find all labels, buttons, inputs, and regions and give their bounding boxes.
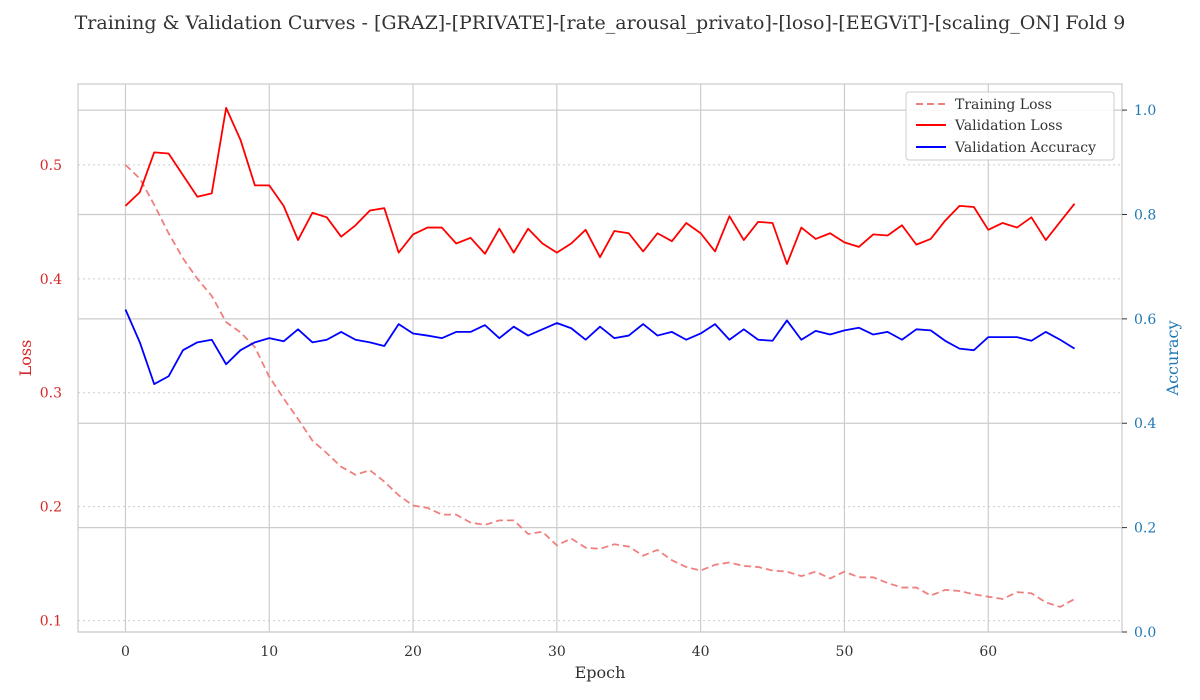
series-line-validation-accuracy [124,309,1076,386]
x-tick-label: 40 [692,644,710,660]
y-axis-right-label: Accuracy [1163,321,1182,397]
y-tick-label-right: 0.6 [1134,312,1156,328]
legend-label-validation-loss: Validation Loss [954,118,1063,134]
legend-label-validation-accuracy: Validation Accuracy [954,140,1096,156]
y-tick-label-right: 0.0 [1134,625,1156,641]
y-axis-left-label: Loss [16,340,35,377]
x-axis-label: Epoch [575,663,626,682]
legend-box [905,91,1115,161]
legend: Training Loss Validation Loss Validation… [905,91,1115,161]
x-tick-label: 10 [260,644,278,660]
x-tick-label: 30 [548,644,566,660]
x-tick-label: 60 [979,644,997,660]
series-group [124,107,1076,608]
y-tick-label-left: 0.4 [40,272,62,288]
y-tick-label-left: 0.3 [40,386,62,402]
y-tick-label-right: 0.2 [1134,521,1156,537]
y-tick-label-left: 0.2 [40,500,62,516]
x-tick-label: 50 [836,644,854,660]
series-line-validation-loss [124,107,1076,265]
x-tick-label: 0 [121,644,130,660]
y-tick-label-left: 0.1 [40,614,62,630]
y-tick-label-right: 0.4 [1134,416,1156,432]
chart-title: Training & Validation Curves - [GRAZ]-[P… [75,12,1126,34]
plot-area [77,83,1123,633]
legend-label-training-loss: Training Loss [955,97,1052,113]
x-tick-label: 20 [404,644,422,660]
y-tick-label-left: 0.5 [40,158,62,174]
ticks-group: 0 10 20 30 40 50 60 0.1 0.2 0.3 0.4 0.5 0.0 0.2 0.4 0.6… [40,103,1157,660]
y-tick-label-right: 0.8 [1134,207,1156,223]
grid [78,84,1122,633]
series-line-training-loss [124,164,1075,608]
y-tick-label-right: 1.0 [1134,103,1156,119]
